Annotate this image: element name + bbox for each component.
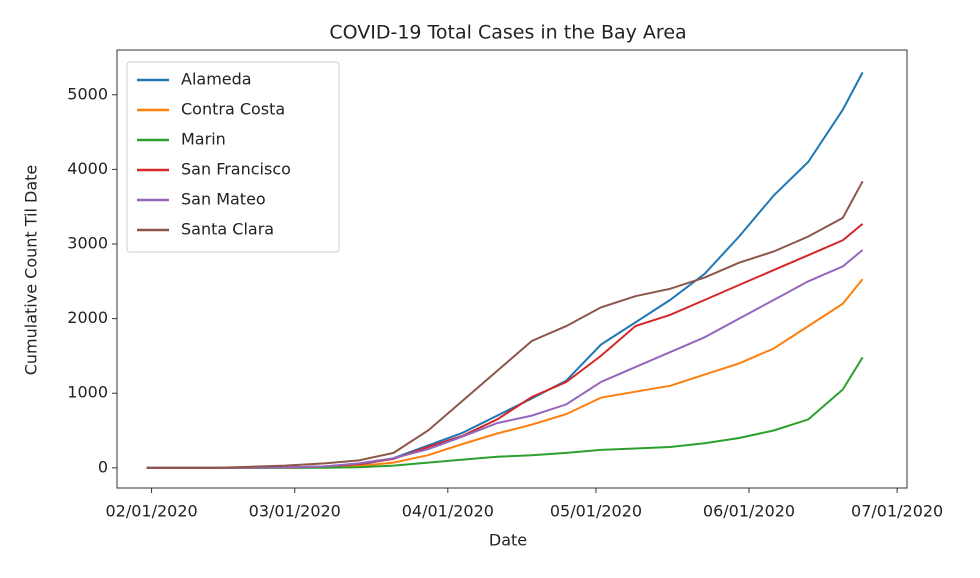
legend-box bbox=[126, 61, 340, 253]
series-line bbox=[146, 180, 864, 469]
legend-label: Marin bbox=[181, 130, 226, 149]
y-axis-label: Cumulative Count Til Date bbox=[22, 165, 41, 376]
legend-label: Alameda bbox=[181, 70, 252, 89]
legend-label: San Francisco bbox=[181, 160, 291, 179]
x-tick-label: 07/01/2020 bbox=[851, 502, 943, 521]
x-tick-label: 05/01/2020 bbox=[550, 502, 642, 521]
legend-label: Santa Clara bbox=[181, 220, 274, 239]
y-tick-label: 2000 bbox=[67, 308, 108, 327]
y-tick-label: 3000 bbox=[67, 234, 108, 253]
series-line bbox=[146, 356, 864, 469]
x-tick-label: 04/01/2020 bbox=[402, 502, 494, 521]
x-axis-label: Date bbox=[489, 531, 527, 550]
y-tick-label: 4000 bbox=[67, 159, 108, 178]
series-line bbox=[146, 249, 864, 469]
plot-frame bbox=[116, 49, 908, 489]
chart-title: COVID-19 Total Cases in the Bay Area bbox=[329, 22, 686, 44]
series-line bbox=[146, 278, 864, 469]
x-tick-label: 02/01/2020 bbox=[105, 502, 197, 521]
x-tick-label: 03/01/2020 bbox=[249, 502, 341, 521]
legend-label: Contra Costa bbox=[181, 100, 285, 119]
y-tick-label: 5000 bbox=[67, 84, 108, 103]
x-tick-label: 06/01/2020 bbox=[703, 502, 795, 521]
y-tick-label: 1000 bbox=[67, 383, 108, 402]
y-tick-label: 0 bbox=[98, 457, 108, 476]
legend-label: San Mateo bbox=[181, 190, 266, 209]
